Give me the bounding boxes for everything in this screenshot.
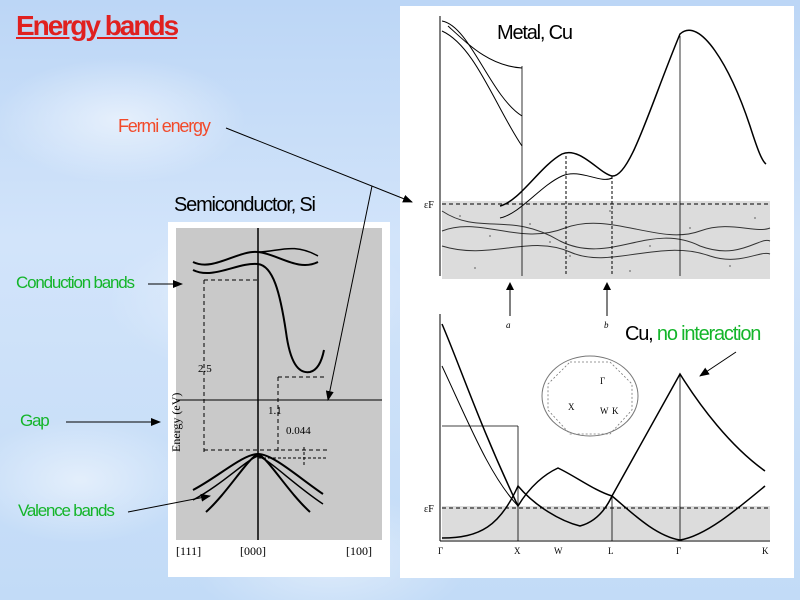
valence-bands-label: Valence bands [18,501,115,520]
bz-w-label: W [600,406,609,416]
si-value-1.1: 1.1 [268,405,282,417]
semiconductor-si-label: Semiconductor, Si [174,194,316,216]
fermi-energy-label: Fermi energy [118,116,211,136]
fermi-arrow-to-si [325,185,373,401]
gap-label: Gap [20,411,50,430]
metal-cu-label: Metal, Cu [497,22,573,44]
cu-top-upper-band-2 [441,30,523,147]
si-tick-000: [000] [240,544,266,558]
si-valence-band-2 [205,452,311,513]
bz-x-label: X [568,402,575,412]
si-tick-100: [100] [346,544,372,558]
cu-top-d-band-region [442,201,770,279]
cu-top-sp-band-lower [499,173,613,219]
no-interaction-arrow [699,351,737,377]
slide-title: Energy bands [16,10,179,41]
cu-bottom-d-band-region [442,506,770,540]
cu-bottom-fermi-symbol: εF [424,504,434,515]
cu-tick-w: W [554,546,563,556]
cu-top-upper-band-1 [441,20,523,117]
cu-tick-gamma-1: Γ [438,546,443,556]
cu-free-electron-band-upper [441,323,766,508]
si-plot-background [176,228,382,540]
cu-free-electron-band-lower [441,484,766,541]
cu-arrow-a-label: a [506,320,511,330]
no-interaction-text: no interaction [656,323,761,345]
cu-tick-gamma-2: Γ [676,546,681,556]
si-energy-axis-label: Energy (eV) [169,393,183,452]
copper-band-figure: εF a b εF Γ X W K Γ X W L [400,6,794,578]
cu-top-d-band-stipple [459,210,756,272]
cu-prefix-text: Cu, [625,323,657,345]
silicon-band-diagram: 2.5 1.1 0.044 Energy (eV) [111] [000] [1… [169,228,382,558]
conduction-bands-label: Conduction bands [16,273,135,292]
copper-band-diagram: εF a b εF Γ X W K Γ X W L [424,16,771,556]
cu-free-electron-band-branch [441,365,519,507]
si-value-0.044: 0.044 [286,425,311,437]
si-value-2.5: 2.5 [198,363,212,375]
fermi-arrow-to-cu [225,127,413,203]
cu-top-sp-band [499,29,767,207]
cu-top-d-band-3 [441,210,771,252]
si-tick-111: [111] [176,544,201,558]
silicon-band-figure: 2.5 1.1 0.044 Energy (eV) [111] [000] [1… [168,222,390,577]
valence-arrow [127,493,211,513]
cu-top-d-band-2 [441,245,771,260]
cu-top-d-band-1 [441,222,771,236]
bz-gamma-label: Γ [600,376,605,386]
brillouin-zone-sketch: Γ X W K [541,355,639,437]
cu-top-upper-band-3 [447,25,523,69]
cu-top-fermi-symbol: εF [424,200,434,211]
cu-tick-k: K [762,546,769,556]
cu-tick-x: X [514,546,521,556]
cu-arrow-b-label: b [604,320,609,330]
si-conduction-band-2 [192,262,325,374]
si-valence-band-3 [192,455,324,505]
cu-tick-l: L [608,546,614,556]
bz-k-label: K [612,406,619,416]
si-conduction-band-3 [257,247,319,257]
cu-no-interaction-label: Cu, no interaction [625,323,761,346]
